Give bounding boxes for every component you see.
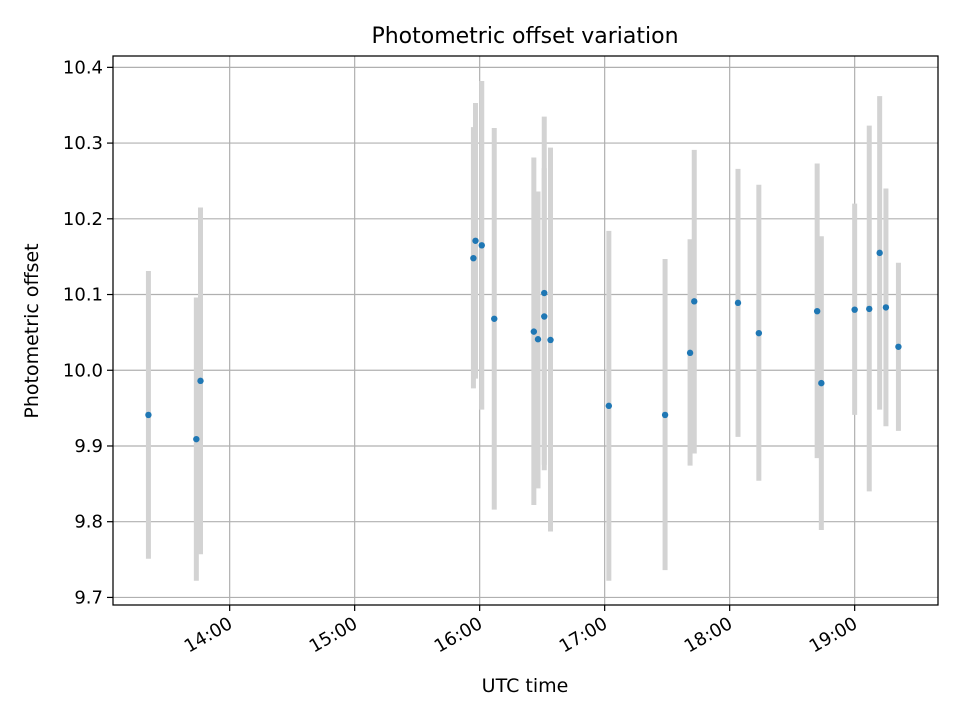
y-tick-label: 10.0 (63, 360, 103, 381)
data-point (145, 411, 152, 419)
y-tick-label: 10.2 (63, 209, 103, 230)
y-tick-label: 9.9 (74, 436, 103, 457)
data-point (541, 289, 548, 297)
y-tick-label: 9.8 (74, 512, 103, 533)
data-point (534, 336, 542, 343)
data-point (866, 305, 873, 313)
y-axis-label: Photometric offset (21, 243, 43, 418)
data-point (197, 377, 204, 385)
data-point (193, 435, 200, 443)
data-point (818, 379, 825, 387)
y-tick-label: 10.3 (63, 133, 103, 154)
data-point (547, 336, 554, 344)
data-point (755, 329, 763, 337)
data-point (895, 343, 902, 350)
plot-frame (112, 55, 939, 606)
data-point (472, 237, 479, 244)
data-point (876, 249, 883, 257)
data-point (478, 242, 485, 249)
data-point (541, 313, 548, 320)
data-point (734, 299, 742, 307)
y-tick-label: 10.4 (63, 57, 103, 78)
point-layer (145, 237, 902, 443)
data-point (470, 254, 477, 262)
data-point (605, 402, 613, 410)
data-point (882, 304, 890, 311)
data-point (530, 328, 538, 335)
chart-title: Photometric offset variation (371, 24, 678, 49)
data-point (851, 306, 858, 313)
data-point (691, 298, 698, 305)
data-point (491, 315, 498, 322)
y-tick-label: 9.7 (74, 587, 103, 608)
y-axis-ticks: 9.7 9.8 9.9 10.0 10.1 10.2 10.3 10.4 (63, 57, 113, 608)
data-point (813, 307, 821, 315)
x-axis-label: UTC time (482, 675, 569, 697)
data-point (686, 349, 694, 357)
data-point (661, 411, 669, 419)
y-tick-label: 10.1 (63, 285, 103, 306)
